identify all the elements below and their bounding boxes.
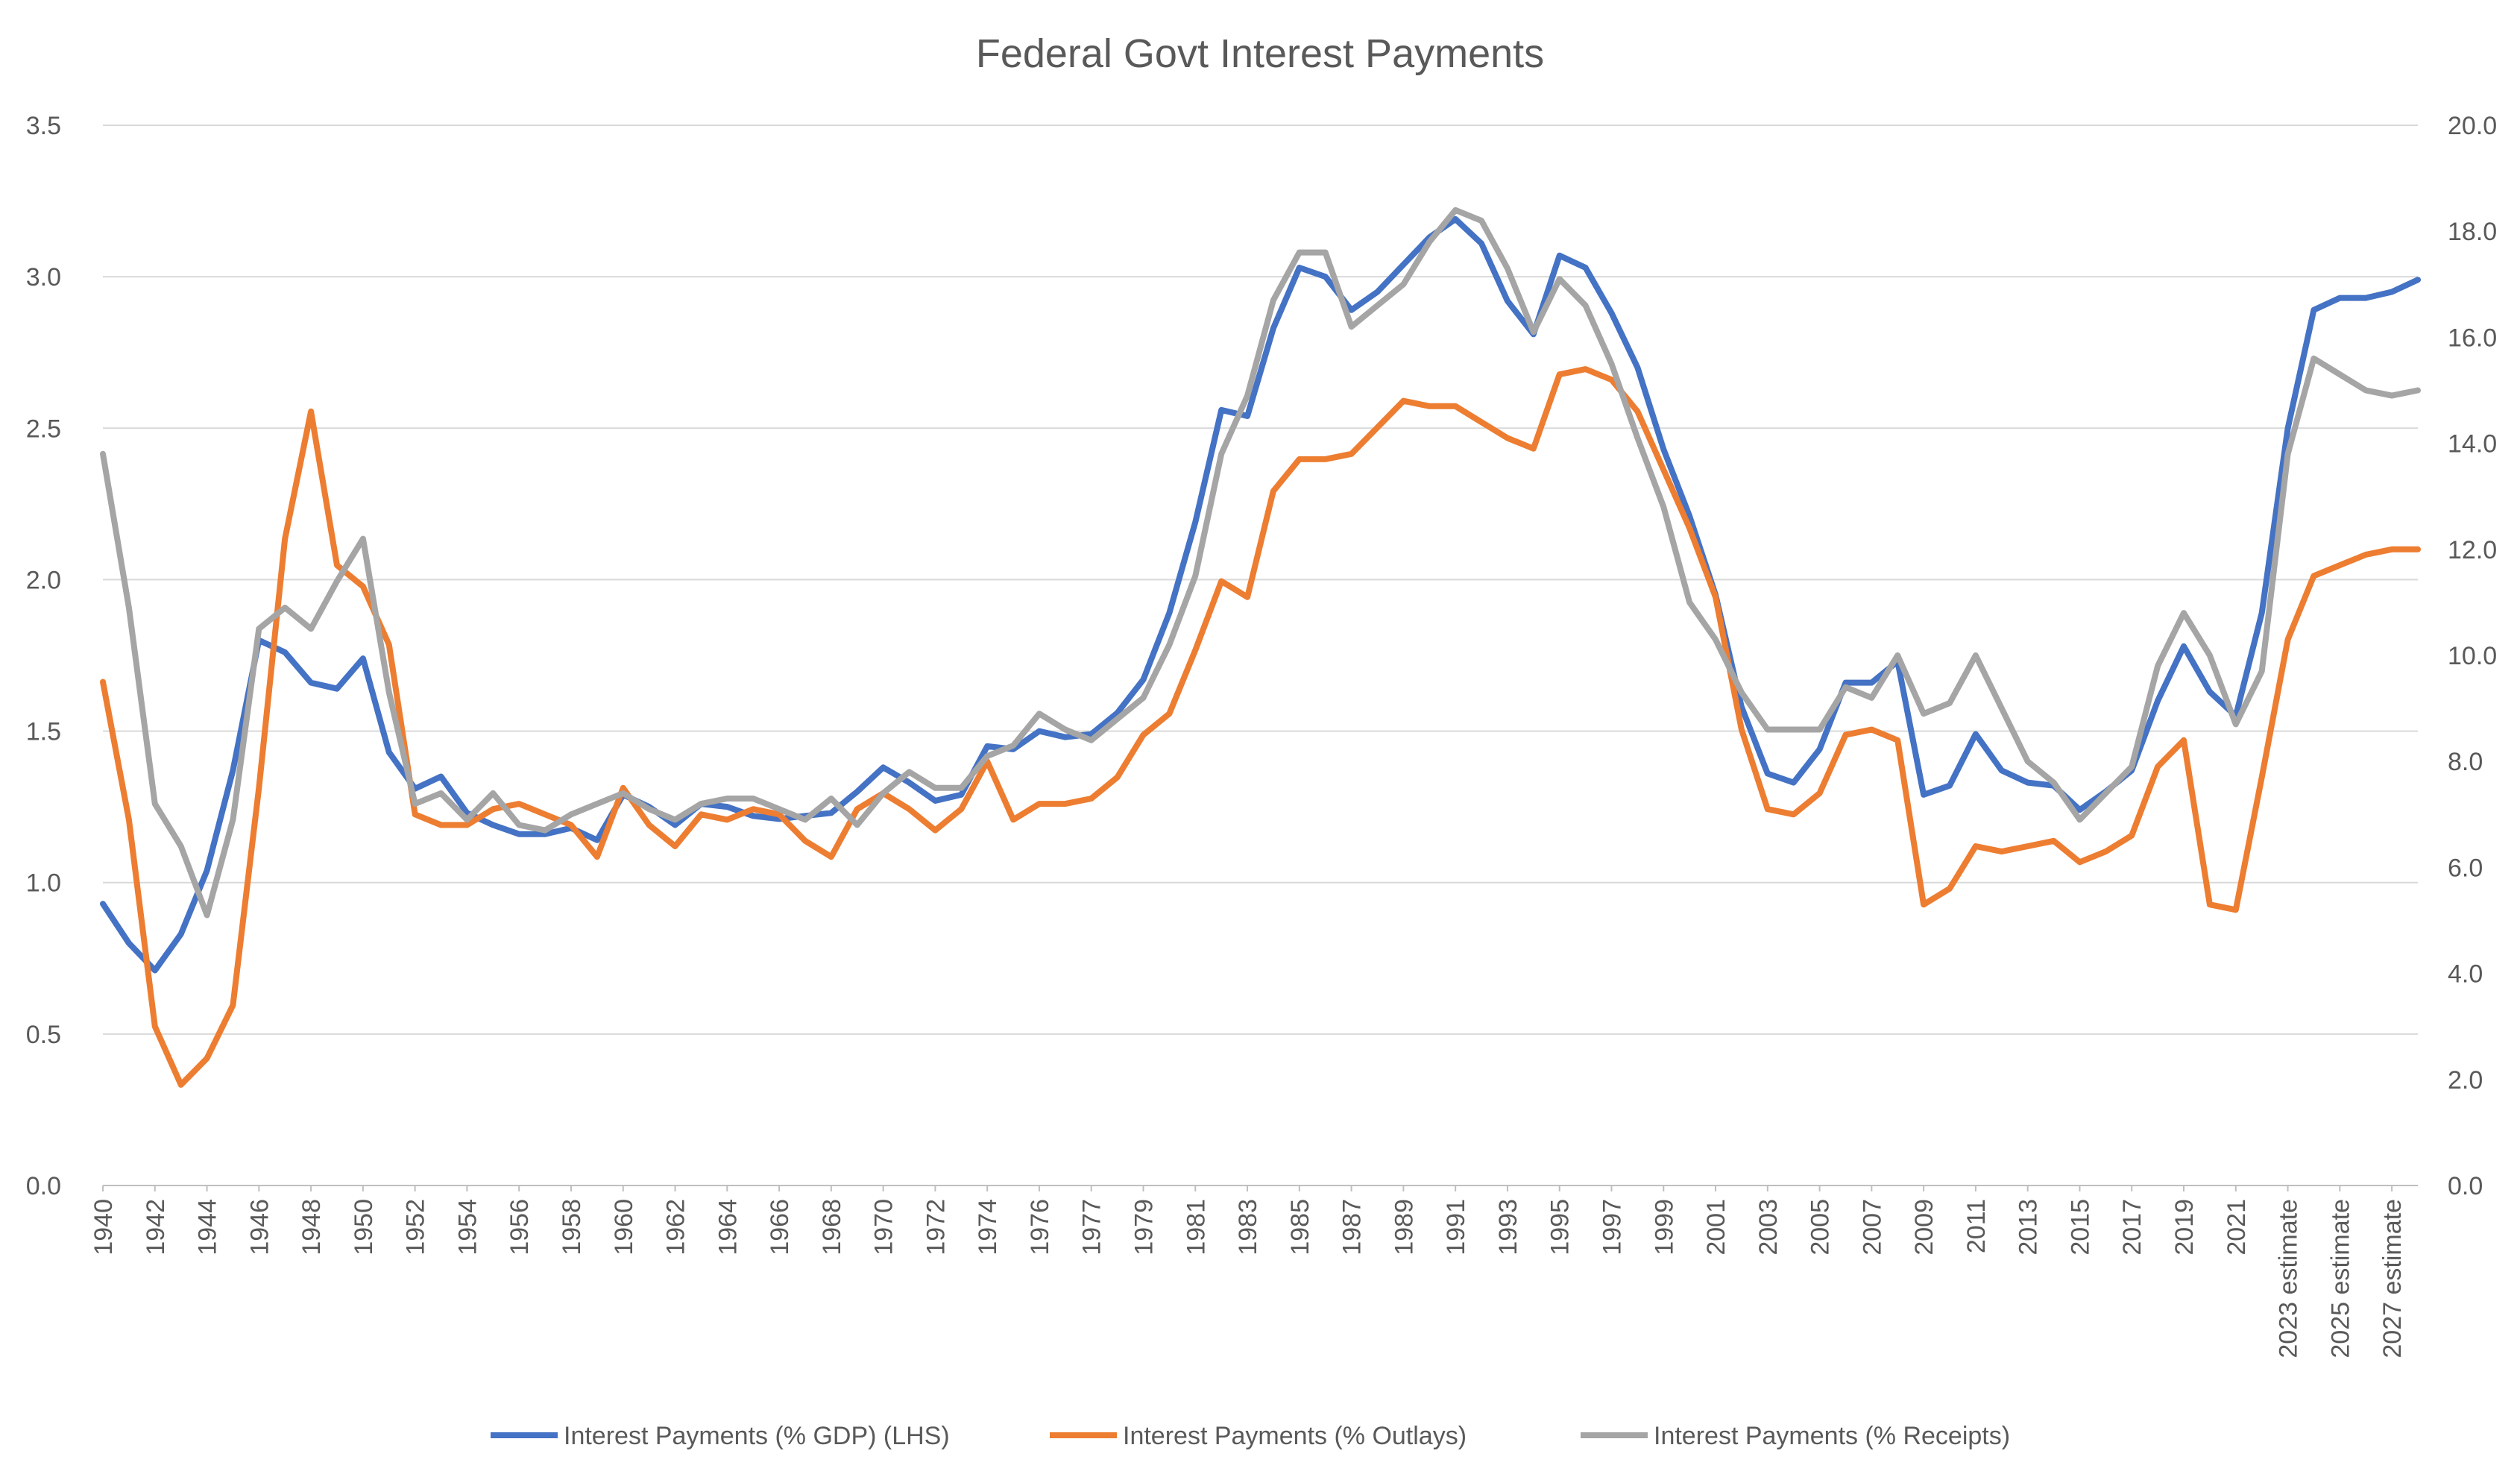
x-tick-label: 2005 [1806,1199,1835,1256]
x-tick-label: 1991 [1442,1199,1470,1256]
x-tick-label: 1942 [142,1199,170,1256]
gridlines [103,125,2418,1186]
right-tick-label: 14.0 [2448,430,2497,459]
x-tick-label: 1966 [766,1199,794,1256]
x-tick-label: 1995 [1546,1199,1575,1256]
left-tick-label: 3.0 [26,263,61,292]
x-tick-label: 1972 [922,1199,950,1256]
legend: Interest Payments (% GDP) (LHS) Interest… [491,1422,2010,1450]
x-tick-label: 2023 estimate [2275,1199,2303,1358]
x-tick-label: 1944 [194,1199,222,1256]
left-tick-label: 0.0 [26,1172,61,1200]
legend-label-receipts: Interest Payments (% Receipts) [1654,1422,2010,1450]
x-tick-label: 1999 [1650,1199,1678,1256]
right-axis-ticks: 0.0 2.0 4.0 6.0 8.0 10.0 12.0 14.0 16.0 18.0 20.0 [2448,112,2497,1200]
x-tick-label: 1987 [1338,1199,1367,1256]
legend-label-outlays: Interest Payments (% Outlays) [1123,1422,1467,1450]
x-tick-label: 1958 [558,1199,586,1256]
chart-title: Federal Govt Interest Payments [976,31,1544,76]
x-tick-label: 1979 [1130,1199,1159,1256]
x-tick-label: 2027 estimate [2378,1199,2407,1358]
x-tick-label: 2007 [1858,1199,1886,1256]
right-tick-label: 20.0 [2448,112,2497,140]
series-line-gdp [100,215,2421,974]
x-tick-label: 1964 [714,1199,742,1256]
x-tick-label: 2015 [2066,1199,2094,1256]
x-tick-label: 1968 [818,1199,846,1256]
left-tick-label: 3.5 [26,112,61,140]
right-tick-label: 4.0 [2448,960,2483,989]
legend-item-gdp: Interest Payments (% GDP) (LHS) [491,1422,950,1450]
right-tick-label: 0.0 [2448,1172,2483,1200]
x-tick-label: 2001 [1702,1199,1730,1256]
series-lines [100,207,2421,1088]
x-tick-label: 2009 [1910,1199,1938,1256]
left-tick-label: 0.5 [26,1021,61,1049]
right-tick-label: 10.0 [2448,642,2497,670]
x-tick-label: 2011 [1962,1199,1991,1253]
x-tick-label: 1970 [870,1199,898,1256]
x-tick-label: 1956 [505,1199,534,1256]
x-tick-label: 1977 [1078,1199,1106,1256]
left-tick-label: 2.5 [26,415,61,443]
right-tick-label: 6.0 [2448,854,2483,882]
x-tick-label: 1983 [1234,1199,1262,1256]
left-axis-ticks: 0.0 0.5 1.0 1.5 2.0 2.5 3.0 3.5 [26,112,61,1200]
x-tick-label: 1960 [610,1199,638,1256]
x-tick-label: 1974 [974,1199,1002,1256]
left-tick-label: 1.0 [26,869,61,898]
x-tick-label: 2003 [1754,1199,1783,1256]
series-line-receipts [100,207,2421,919]
x-tick-label: 1954 [453,1199,482,1256]
series-line-outlays [100,366,2421,1088]
x-tick-label: 1997 [1598,1199,1626,1256]
x-axis-ticks: 1940 1942 1944 1946 1948 1950 1952 1954 1956 1958… [89,1185,2407,1358]
x-tick-label: 1952 [402,1199,430,1256]
x-tick-label: 1946 [245,1199,274,1256]
x-tick-label: 2017 [2118,1199,2146,1256]
right-tick-label: 2.0 [2448,1066,2483,1095]
x-tick-label: 2013 [2015,1199,2043,1256]
x-tick-label: 2021 [2223,1199,2251,1256]
legend-item-receipts: Interest Payments (% Receipts) [1581,1422,2010,1450]
right-tick-label: 12.0 [2448,536,2497,564]
x-tick-label: 1948 [297,1199,326,1256]
x-tick-label: 1985 [1286,1199,1314,1256]
x-tick-label: 1962 [662,1199,690,1256]
x-tick-label: 1989 [1390,1199,1418,1256]
x-tick-label: 1981 [1182,1199,1210,1256]
x-tick-label: 1940 [89,1199,118,1256]
right-tick-label: 18.0 [2448,218,2497,246]
right-tick-label: 8.0 [2448,748,2483,776]
x-tick-label: 1950 [350,1199,378,1256]
x-tick-label: 1976 [1026,1199,1054,1256]
right-tick-label: 16.0 [2448,324,2497,352]
x-tick-label: 2019 [2170,1199,2199,1256]
left-tick-label: 2.0 [26,566,61,594]
x-tick-label: 1993 [1494,1199,1522,1256]
x-tick-label: 2025 estimate [2326,1199,2354,1358]
legend-item-outlays: Interest Payments (% Outlays) [1050,1422,1467,1450]
legend-label-gdp: Interest Payments (% GDP) (LHS) [564,1422,950,1450]
left-tick-label: 1.5 [26,718,61,746]
